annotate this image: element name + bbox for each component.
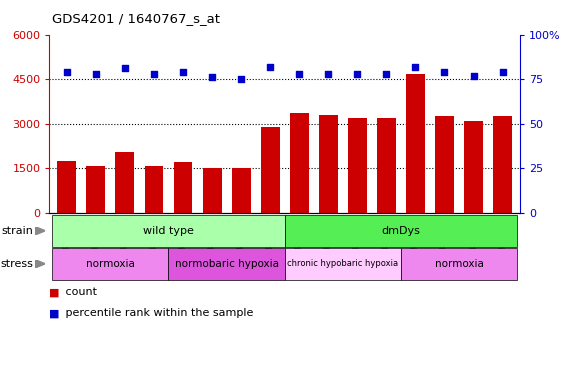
Bar	[377, 118, 396, 213]
Text: ■: ■	[49, 287, 60, 297]
Bar	[435, 116, 454, 213]
Bar	[58, 161, 76, 213]
Bar	[493, 116, 512, 213]
Point	[295, 71, 304, 77]
Text: normoxia: normoxia	[86, 259, 135, 269]
Point	[149, 71, 159, 77]
Text: ■: ■	[49, 308, 60, 318]
Text: normoxia: normoxia	[435, 259, 483, 269]
Point	[440, 69, 449, 75]
Polygon shape	[35, 227, 45, 235]
Bar	[261, 127, 279, 213]
Text: dmDys: dmDys	[382, 226, 420, 236]
Text: strain: strain	[2, 226, 34, 236]
Text: percentile rank within the sample: percentile rank within the sample	[62, 308, 253, 318]
Bar	[203, 167, 221, 213]
Bar	[116, 152, 134, 213]
Bar	[145, 166, 163, 213]
Bar	[174, 162, 192, 213]
Bar	[87, 166, 105, 213]
Text: chronic hypobaric hypoxia: chronic hypobaric hypoxia	[287, 259, 399, 268]
Bar	[319, 115, 338, 213]
Point	[62, 69, 71, 75]
Point	[207, 74, 217, 81]
Point	[91, 71, 101, 77]
Bar	[232, 168, 250, 213]
Text: stress: stress	[1, 259, 34, 269]
Polygon shape	[35, 260, 45, 268]
Point	[382, 71, 391, 77]
Bar	[464, 121, 483, 213]
Point	[120, 65, 130, 71]
Text: normobaric hypoxia: normobaric hypoxia	[174, 259, 279, 269]
Point	[236, 76, 246, 82]
Text: count: count	[62, 287, 97, 297]
Point	[469, 73, 478, 79]
Bar	[406, 74, 425, 213]
Point	[266, 64, 275, 70]
Point	[178, 69, 188, 75]
Point	[411, 64, 420, 70]
Text: GDS4201 / 1640767_s_at: GDS4201 / 1640767_s_at	[52, 12, 220, 25]
Bar	[348, 118, 367, 213]
Point	[353, 71, 362, 77]
Point	[498, 69, 507, 75]
Text: wild type: wild type	[143, 226, 194, 236]
Bar	[290, 113, 309, 213]
Point	[324, 71, 333, 77]
